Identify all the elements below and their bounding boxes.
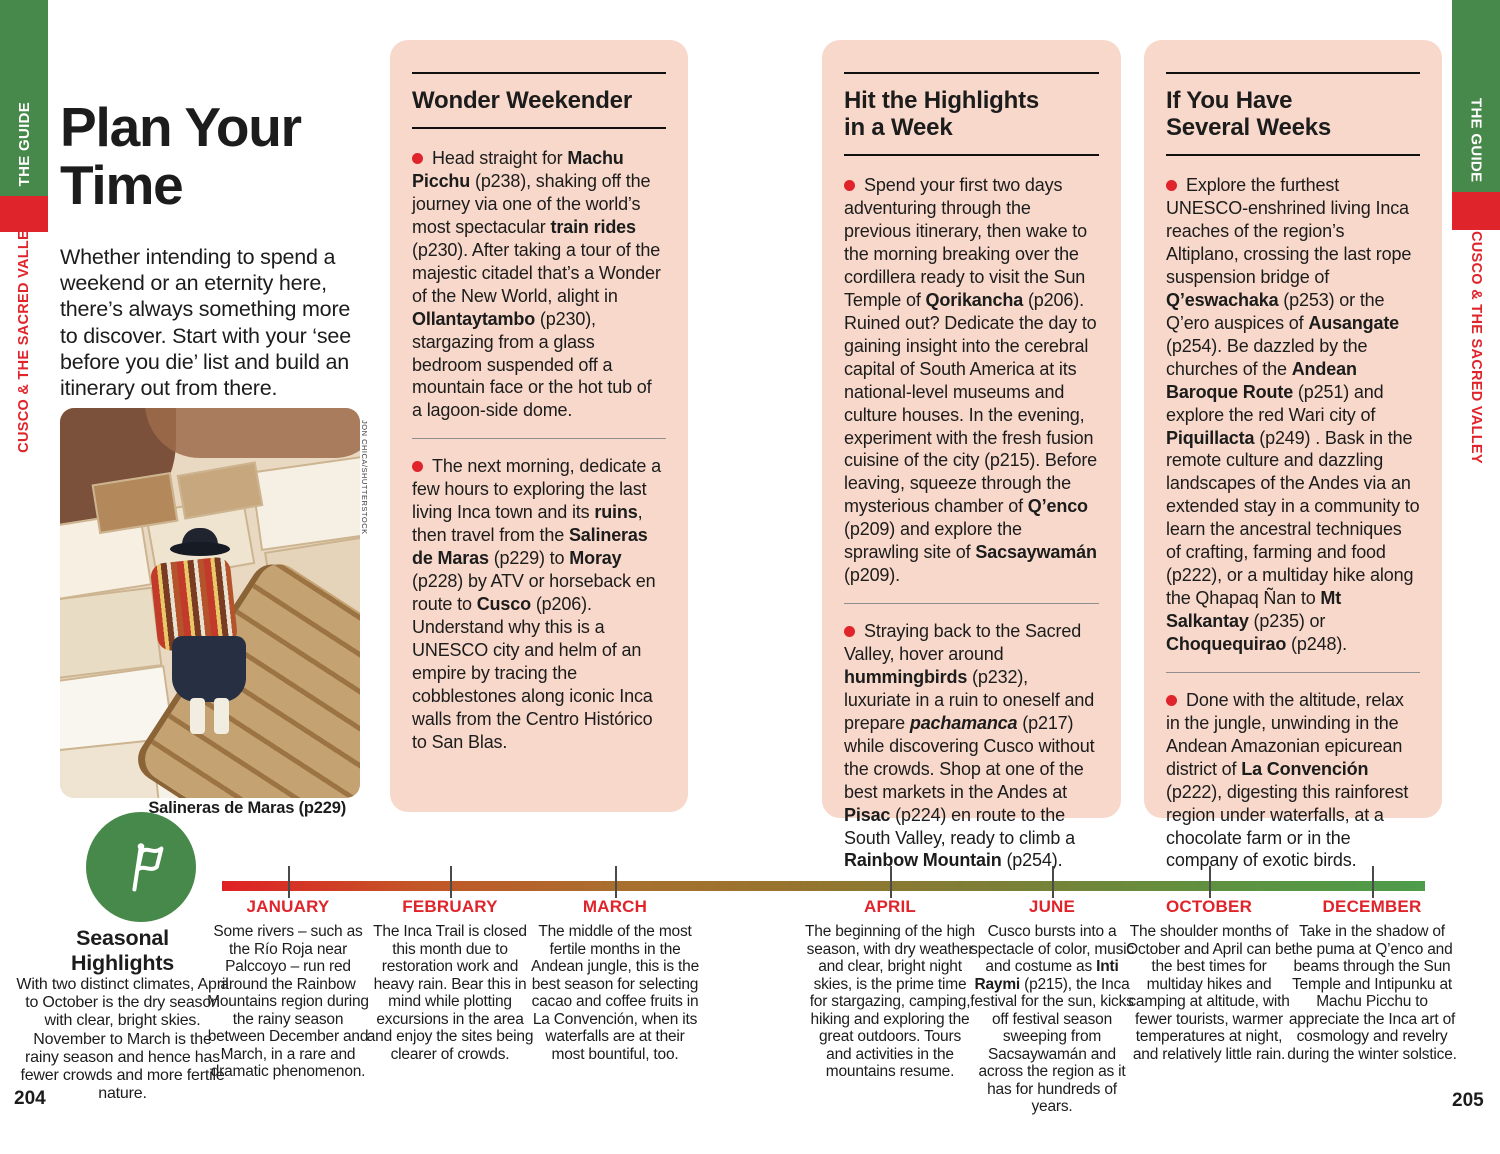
timeline-tick	[890, 866, 892, 898]
itinerary-paragraph: Done with the altitude, relax in the jun…	[1166, 689, 1409, 871]
paragraph-divider	[1166, 671, 1420, 673]
seasonal-highlights-title: Seasonal Highlights	[70, 926, 175, 975]
flag-icon	[132, 843, 164, 892]
panel-heading: Hit the Highlights in a Week	[844, 87, 1040, 142]
month-label: APRIL	[864, 897, 916, 916]
month-description: The beginning of the high season, with d…	[805, 923, 975, 1080]
heading-rule	[1166, 72, 1420, 74]
left-region-band: CUSCO & THE SACRED VALLEY	[0, 220, 48, 453]
hat-brim	[170, 542, 230, 556]
woman-in-traditional-dress	[149, 528, 262, 743]
month-label: DECEMBER	[1322, 897, 1422, 916]
month-description: Some rivers – such as the Río Roja near …	[207, 923, 369, 1080]
boot	[190, 698, 205, 734]
month-label: MARCH	[582, 897, 648, 916]
right-red-band	[1452, 192, 1500, 230]
month-label: FEBRUARY	[402, 897, 498, 916]
photo-credit: JON CHICA/SHUTTERSTOCK	[360, 420, 369, 535]
page-number-left: 204	[14, 1088, 46, 1109]
right-region-label: CUSCO & THE SACRED VALLEY	[1468, 231, 1484, 464]
salt-pond	[250, 455, 360, 551]
heading-rule	[844, 72, 1099, 74]
red-bullet-icon	[1166, 180, 1177, 192]
left-guide-band: THE GUIDE	[0, 0, 48, 196]
month-label: OCTOBER	[1165, 897, 1253, 916]
itinerary-paragraph: The next morning, dedicate a few hours t…	[412, 456, 661, 752]
red-bullet-icon	[1166, 694, 1177, 706]
page-title: Plan Your Time	[60, 96, 302, 217]
right-guide-band: THE GUIDE	[1452, 0, 1500, 192]
timeline-tick	[615, 866, 617, 898]
intro-paragraph: Whether intending to spend a weekend or …	[60, 245, 351, 401]
month-january: JANUARY Some rivers – such as the Río Ro…	[203, 897, 373, 1081]
heading-rule	[844, 154, 1099, 157]
left-guide-label: THE GUIDE	[15, 101, 33, 186]
month-april: APRIL The beginning of the high season, …	[805, 897, 975, 1081]
red-bullet-icon	[412, 153, 423, 165]
timeline-tick	[1052, 866, 1054, 898]
red-bullet-icon	[844, 626, 855, 638]
left-red-band	[0, 196, 48, 232]
itinerary-paragraph: Straying back to the Sacred Valley, hove…	[844, 621, 1095, 871]
salt-pond	[60, 586, 163, 680]
heading-rule	[412, 72, 666, 74]
timeline-tick	[450, 866, 452, 898]
month-description: The Inca Trail is closed this month due …	[366, 923, 534, 1063]
month-label: JANUARY	[246, 897, 330, 916]
skirt	[172, 636, 246, 702]
month-description: Cusco bursts into a spectacle of color, …	[970, 923, 1134, 1115]
month-march: MARCH The middle of the most fertile mon…	[530, 897, 700, 1063]
month-description: Take in the shadow of the puma at Q’enco…	[1287, 923, 1457, 1063]
panel-hit-the-highlights: Hit the Highlights in a Week Spend your …	[822, 40, 1121, 870]
month-description: The middle of the most fertile months in…	[530, 923, 699, 1063]
month-december: DECEMBER Take in the shadow of the puma …	[1287, 897, 1457, 1063]
timeline-tick	[1209, 866, 1211, 898]
salt-pond	[176, 461, 264, 520]
panel-heading: If You Have Several Weeks	[1166, 87, 1332, 142]
page-number-right: 205	[1452, 1090, 1484, 1111]
left-region-label: CUSCO & THE SACRED VALLEY	[16, 219, 32, 453]
seasonal-flag-badge	[86, 812, 196, 922]
timeline-tick	[1372, 866, 1374, 898]
paragraph-divider	[412, 438, 666, 440]
red-bullet-icon	[844, 180, 855, 192]
month-june: JUNE Cusco bursts into a spectacle of co…	[967, 897, 1137, 1116]
heading-rule	[1166, 154, 1420, 157]
month-february: FEBRUARY The Inca Trail is closed this m…	[365, 897, 535, 1063]
seasonal-highlights-body: With two distinct climates, April to Oct…	[16, 976, 229, 1103]
month-october: OCTOBER The shoulder months of October a…	[1124, 897, 1294, 1063]
itinerary-paragraph: Head straight for Machu Picchu (p238), s…	[412, 148, 661, 421]
right-guide-label: THE GUIDE	[1467, 97, 1485, 182]
salineras-photo	[60, 408, 360, 798]
red-bullet-icon	[412, 461, 423, 473]
season-timeline-bar	[222, 881, 1425, 891]
photo-soil-patch-2	[145, 408, 360, 458]
itinerary-paragraph: Explore the furthest UNESCO-enshrined li…	[1166, 175, 1420, 654]
timeline-tick	[288, 866, 290, 898]
boot	[214, 698, 229, 734]
photo-caption: Salineras de Maras (p229)	[148, 799, 346, 817]
right-region-band: CUSCO & THE SACRED VALLEY	[1452, 231, 1500, 464]
panel-several-weeks: If You Have Several Weeks Explore the fu…	[1144, 40, 1442, 870]
paragraph-divider	[844, 603, 1099, 605]
panel-wonder-weekender: Wonder Weekender Head straight for Machu…	[390, 40, 688, 812]
panel-heading: Wonder Weekender	[412, 87, 632, 114]
heading-rule	[412, 127, 666, 130]
month-label: JUNE	[1028, 897, 1076, 916]
month-description: The shoulder months of October and April…	[1126, 923, 1292, 1063]
itinerary-paragraph: Spend your first two days adventuring th…	[844, 175, 1098, 586]
